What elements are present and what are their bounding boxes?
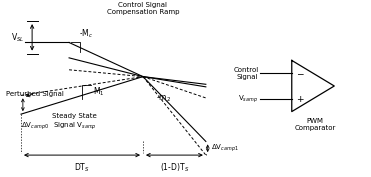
- Text: ΔV$_{camp 1}$: ΔV$_{camp 1}$: [211, 142, 239, 154]
- Text: V$_{SL}$: V$_{SL}$: [12, 31, 25, 44]
- Text: -M$_c$: -M$_c$: [79, 28, 93, 40]
- Text: $+$: $+$: [296, 94, 305, 104]
- Text: Control
Signal: Control Signal: [233, 67, 259, 80]
- Text: DT$_S$: DT$_S$: [74, 162, 90, 174]
- Text: -m$_2$: -m$_2$: [156, 93, 171, 104]
- Text: Perturbed Signal: Perturbed Signal: [6, 91, 64, 97]
- Text: (1-D)T$_S$: (1-D)T$_S$: [160, 162, 189, 174]
- Text: Steady State
Signal V$_{samp}$: Steady State Signal V$_{samp}$: [52, 113, 97, 132]
- Text: PWM
Comparator: PWM Comparator: [294, 118, 335, 131]
- Text: M$_1$: M$_1$: [93, 86, 105, 98]
- Text: Control Signal
Compensation Ramp: Control Signal Compensation Ramp: [107, 2, 179, 15]
- Text: $-$: $-$: [296, 69, 305, 78]
- Text: ΔV$_{camp0}$: ΔV$_{camp0}$: [21, 121, 49, 132]
- Text: V$_{samp}$: V$_{samp}$: [239, 93, 259, 105]
